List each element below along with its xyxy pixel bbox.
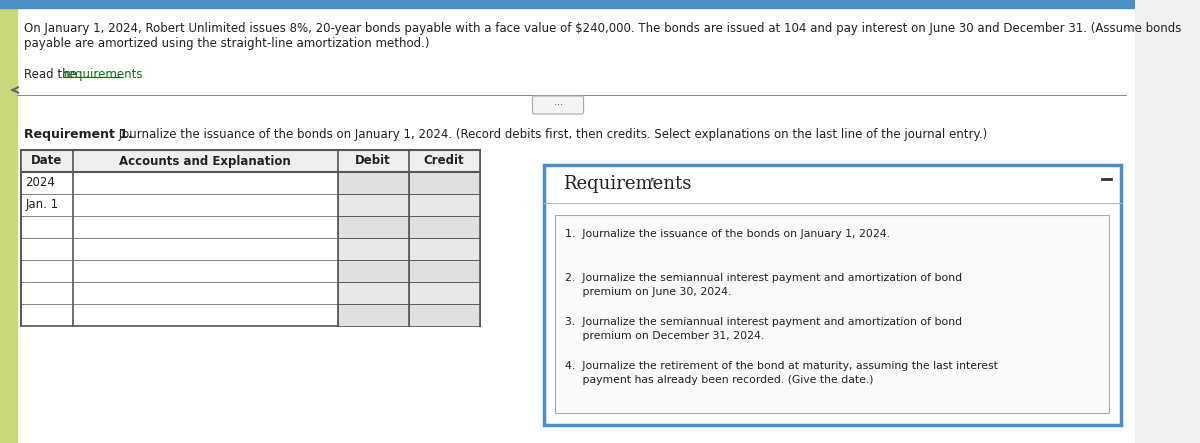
Text: Credit: Credit <box>424 155 464 167</box>
Bar <box>408 194 480 216</box>
Text: 2.  Journalize the semiannual interest payment and amortization of bond
     pre: 2. Journalize the semiannual interest pa… <box>565 273 961 297</box>
Bar <box>337 172 408 194</box>
Bar <box>0 0 1135 8</box>
Bar <box>556 215 1110 413</box>
Text: 4.  Journalize the retirement of the bond at maturity, assuming the last interes: 4. Journalize the retirement of the bond… <box>565 361 997 385</box>
Text: ···: ··· <box>553 100 563 110</box>
Text: ↖: ↖ <box>648 175 659 189</box>
Text: 3.  Journalize the semiannual interest payment and amortization of bond
     pre: 3. Journalize the semiannual interest pa… <box>565 317 961 341</box>
Bar <box>337 304 408 326</box>
Text: Requirements: Requirements <box>563 175 691 193</box>
Text: Jan. 1: Jan. 1 <box>25 198 59 211</box>
Text: 1.  Journalize the issuance of the bonds on January 1, 2024.: 1. Journalize the issuance of the bonds … <box>565 229 889 239</box>
Text: On January 1, 2024, Robert Unlimited issues 8%, 20-year bonds payable with a fac: On January 1, 2024, Robert Unlimited iss… <box>24 22 1181 50</box>
Text: Journalize the issuance of the bonds on January 1, 2024. (Record debits first, t: Journalize the issuance of the bonds on … <box>115 128 988 141</box>
FancyBboxPatch shape <box>544 165 1121 425</box>
Bar <box>408 216 480 238</box>
FancyBboxPatch shape <box>533 96 583 114</box>
Bar <box>20 150 480 172</box>
Bar <box>408 238 480 260</box>
Text: .: . <box>121 68 125 81</box>
Text: Requirement 1.: Requirement 1. <box>24 128 132 141</box>
Bar <box>408 172 480 194</box>
Bar <box>20 150 480 326</box>
Bar <box>408 304 480 326</box>
Text: Accounts and Explanation: Accounts and Explanation <box>119 155 292 167</box>
Bar <box>408 282 480 304</box>
Text: Date: Date <box>31 155 62 167</box>
Bar <box>337 260 408 282</box>
Bar <box>337 194 408 216</box>
Bar <box>337 238 408 260</box>
Text: Read the: Read the <box>24 68 80 81</box>
Bar <box>408 260 480 282</box>
Text: requirements: requirements <box>65 68 144 81</box>
Text: Debit: Debit <box>355 155 391 167</box>
Bar <box>337 282 408 304</box>
Bar <box>337 216 408 238</box>
Bar <box>0 8 17 443</box>
Text: 2024: 2024 <box>25 176 55 189</box>
